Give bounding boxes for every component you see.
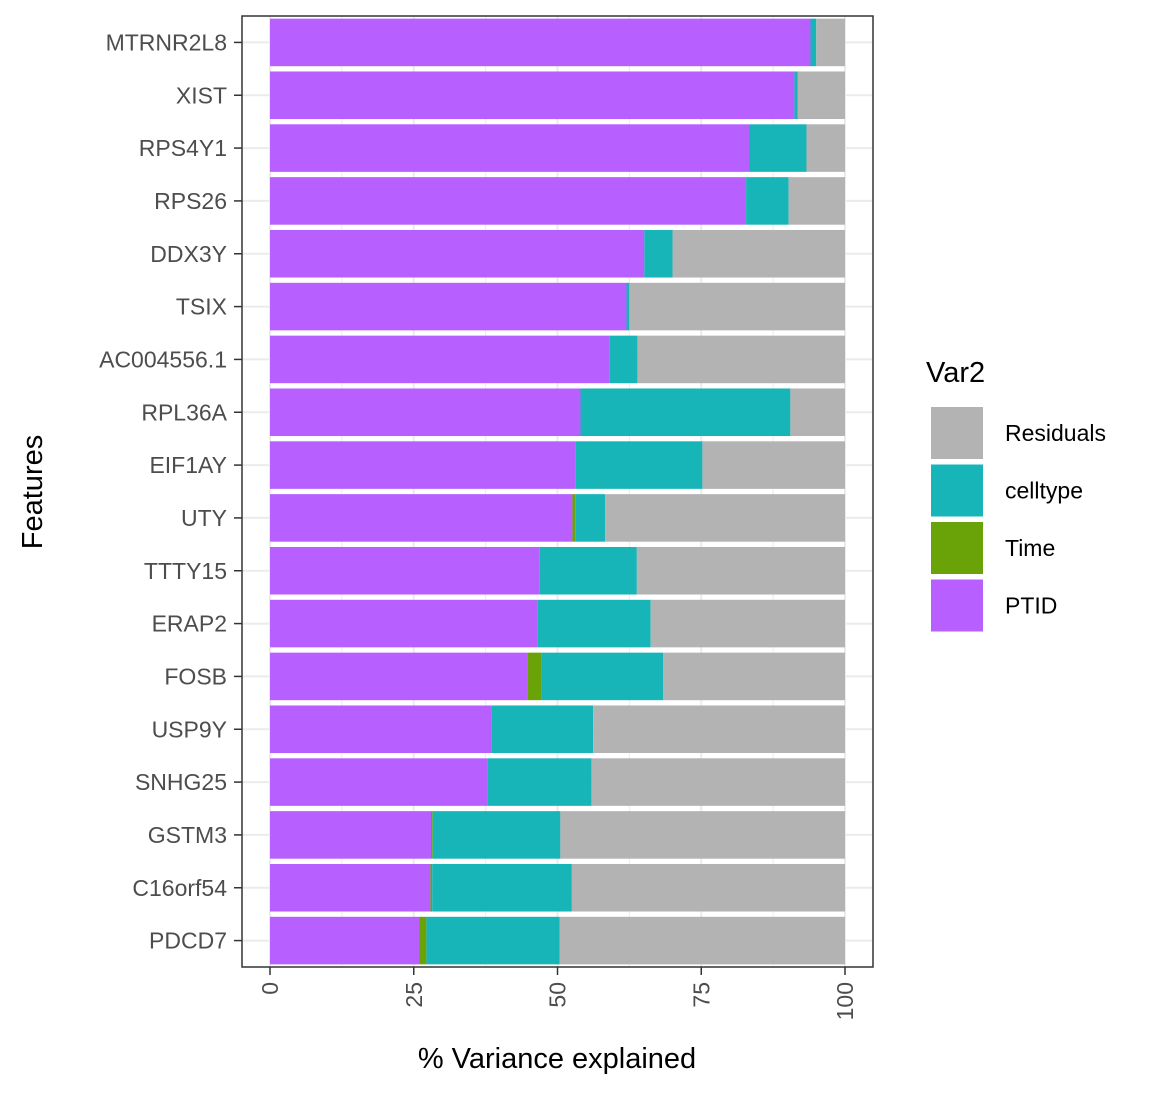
y-axis: MTRNR2L8 XIST RPS4Y1 RPS26 DDX3Y TSIX AC004556… [99,29,242,954]
bar-segment-residuals [636,546,845,595]
y-tick-label: XIST [176,82,227,108]
y-tick-label: PDCD7 [149,928,227,954]
bars [270,18,845,965]
y-tick-label: RPS4Y1 [139,135,227,161]
bar-segment-residuals [605,494,845,542]
bar-segment-celltype [810,18,817,67]
bar-segment-celltype [644,229,673,278]
bar-segment-residuals [788,177,845,225]
bar-segment-residuals [571,863,845,912]
bar-segment-residuals [806,124,845,172]
bar-segment-residuals [629,282,845,331]
bar-segment-time [527,652,542,701]
bar-segment-celltype [432,811,561,859]
y-tick-label: TSIX [176,294,227,320]
bar-segment-celltype [748,124,807,172]
bar-segment-ptid [270,494,573,542]
y-tick-label: RPL36A [141,399,227,425]
y-tick-label: C16orf54 [132,875,227,901]
legend-key-ptid [931,579,983,632]
bar-segment-residuals [591,758,845,806]
legend-title: Var2 [926,357,985,389]
bar-segment-ptid [270,811,431,859]
bar-segment-celltype [794,71,798,120]
y-tick-label: SNHG25 [135,769,227,795]
bar-segment-ptid [270,441,576,489]
bar-segment-celltype [491,705,594,754]
bar-segment-celltype [609,335,638,384]
bar-segment-celltype [426,916,560,965]
bar-segment-residuals [560,811,845,859]
bar-segment-ptid [270,177,747,225]
y-tick-label: USP9Y [152,716,227,742]
bar-segment-residuals [797,71,845,120]
legend-label-ptid: PTID [1005,593,1057,619]
legend-key-celltype [931,464,983,517]
legend-label-residuals: Residuals [1005,420,1106,446]
y-tick-label: GSTM3 [148,822,227,848]
y-tick-label: UTY [181,505,227,531]
y-tick-label: AC004556.1 [99,346,227,372]
x-tick-label: 25 [401,982,427,1008]
bar-segment-celltype [580,388,791,437]
bar-segment-celltype [746,177,789,225]
bar-segment-ptid [270,705,492,754]
x-axis-title: % Variance explained [418,1043,696,1075]
y-tick-label: TTTY15 [144,558,227,584]
legend-key-residuals [931,407,983,459]
bar-segment-ptid [270,229,645,278]
y-tick-label: MTRNR2L8 [106,29,227,55]
x-tick-label: 50 [545,982,571,1008]
x-tick-label: 100 [832,982,858,1020]
bar-segment-residuals [637,335,845,384]
bar-segment-residuals [816,18,845,67]
y-axis-title: Features [17,435,49,549]
bar-segment-time [419,916,427,965]
bar-segment-celltype [539,546,637,595]
bar-segment-time [572,494,576,542]
bar-segment-celltype [541,652,664,701]
bar-segment-celltype [626,282,630,331]
bar-segment-ptid [270,546,540,595]
bar-segment-ptid [270,599,538,648]
bar-segment-ptid [270,388,581,437]
x-tick-label: 0 [257,982,283,995]
bar-segment-ptid [270,758,488,806]
y-tick-label: DDX3Y [150,241,227,267]
legend: Var2 Residuals celltype Time PTID [926,357,1106,632]
y-tick-label: RPS26 [154,188,227,214]
legend-key-time [931,522,983,574]
bar-segment-time [431,811,433,859]
bar-segment-residuals [559,916,845,965]
y-tick-label: EIF1AY [149,452,227,478]
bar-segment-celltype [432,863,572,912]
bar-segment-ptid [270,863,431,912]
bar-segment-celltype [487,758,592,806]
bar-segment-ptid [270,124,749,172]
legend-label-celltype: celltype [1005,478,1083,504]
bar-segment-ptid [270,335,610,384]
bar-segment-ptid [270,18,811,67]
bar-segment-ptid [270,916,420,965]
x-axis: 0 25 50 75 100 [257,967,858,1020]
bar-segment-residuals [702,441,845,489]
bar-segment-time [430,863,433,912]
bar-segment-ptid [270,282,627,331]
bar-segment-residuals [790,388,845,437]
x-tick-label: 75 [688,982,714,1008]
bar-segment-celltype [537,599,651,648]
legend-label-time: Time [1005,535,1055,561]
bar-segment-ptid [270,71,795,120]
bar-segment-celltype [575,494,606,542]
bar-segment-residuals [650,599,845,648]
bar-segment-ptid [270,652,528,701]
bar-segment-residuals [593,705,845,754]
y-tick-label: ERAP2 [152,611,227,637]
bar-segment-residuals [663,652,845,701]
bar-segment-celltype [575,441,703,489]
bar-segment-residuals [672,229,845,278]
y-tick-label: FOSB [164,663,227,689]
